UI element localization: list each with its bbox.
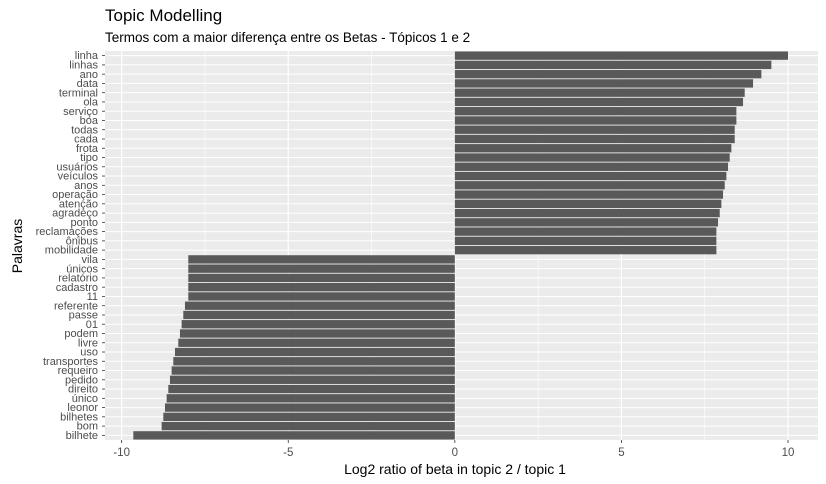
bar <box>454 116 737 125</box>
y-tick-label: bom <box>77 421 98 433</box>
bar <box>454 199 722 208</box>
y-tick-label: 01 <box>86 319 98 331</box>
y-tick-label: pedido <box>65 374 98 386</box>
bar <box>184 301 455 310</box>
bar <box>454 236 717 246</box>
y-tick-label: atenção <box>59 198 98 210</box>
bar <box>454 227 717 236</box>
bar <box>454 245 717 255</box>
bar <box>454 181 725 190</box>
x-tick-label: -5 <box>283 447 293 459</box>
bar <box>188 264 455 273</box>
bar <box>166 394 455 403</box>
bar <box>454 51 789 60</box>
y-tick-label: ponto <box>70 217 98 229</box>
y-tick-label: terminal <box>59 87 98 99</box>
y-tick-label: mobilidade <box>45 245 98 257</box>
bar <box>454 190 724 199</box>
bar <box>168 384 455 394</box>
bar <box>454 97 744 107</box>
y-tick-label: livre <box>78 337 98 349</box>
bar <box>171 366 455 375</box>
x-tick-label: 0 <box>452 447 458 459</box>
y-tick-label: direito <box>68 384 98 396</box>
y-tick-label: únicos <box>66 263 98 275</box>
bar <box>454 88 745 97</box>
x-tick-label: 5 <box>618 447 624 459</box>
y-tick-label: tipo <box>80 152 98 164</box>
x-tick-label: -10 <box>113 447 130 459</box>
bar <box>454 134 735 144</box>
x-axis-label: Log2 ratio of beta in topic 2 / topic 1 <box>344 461 566 477</box>
bar <box>188 292 455 301</box>
x-tick-labels: -10 -5 0 5 10 <box>113 440 794 459</box>
bar <box>454 144 732 153</box>
y-tick-labels: linhalinhasanodataterminalolaserviçoboat… <box>36 50 105 442</box>
y-tick-label: bilhetes <box>60 411 98 423</box>
bars <box>133 51 789 440</box>
bar <box>163 412 455 422</box>
bar <box>188 283 455 292</box>
bar <box>178 338 455 347</box>
bar <box>454 69 762 79</box>
bar <box>454 60 772 70</box>
y-tick-label: 11 <box>87 291 98 303</box>
bar <box>179 329 455 338</box>
bar <box>173 357 455 366</box>
y-tick-label: podem <box>64 328 98 340</box>
y-tick-label: relatório <box>58 273 98 285</box>
bar <box>454 153 730 162</box>
y-tick-label: cada <box>74 134 99 146</box>
y-tick-label: usuários <box>56 161 98 173</box>
bar <box>454 218 719 227</box>
y-tick-label: agradeço <box>52 208 98 220</box>
y-tick-label: transportes <box>43 356 99 368</box>
bar <box>454 107 737 116</box>
chart-subtitle: Termos com a maior diferença entre os Be… <box>105 30 471 45</box>
bar <box>188 255 455 264</box>
y-tick-label: data <box>77 78 99 90</box>
bar <box>454 125 735 134</box>
bar <box>174 347 455 357</box>
y-tick-label: passe <box>69 310 98 322</box>
y-tick-label: veículos <box>58 171 99 183</box>
y-tick-label: vila <box>81 254 98 266</box>
bar <box>454 171 727 181</box>
y-tick-label: ola <box>83 97 99 109</box>
bar <box>161 421 455 431</box>
bar <box>183 310 455 320</box>
bar <box>454 79 754 88</box>
y-tick-label: único <box>72 393 98 405</box>
bar <box>169 375 455 384</box>
y-tick-label: boa <box>80 115 99 127</box>
bar <box>454 208 720 218</box>
y-tick-label: leonor <box>67 402 98 414</box>
y-tick-label: ano <box>80 69 98 81</box>
chart-title: Topic Modelling <box>105 6 223 25</box>
y-tick-label: serviço <box>63 106 98 118</box>
bar <box>164 403 455 412</box>
y-tick-label: referente <box>54 300 98 312</box>
bar <box>133 431 455 440</box>
y-axis-label: Palavras <box>9 218 25 274</box>
y-tick-label: frota <box>76 143 99 155</box>
y-tick-label: uso <box>80 347 98 359</box>
y-tick-label: linha <box>75 50 99 62</box>
y-tick-label: linhas <box>69 59 98 71</box>
y-tick-label: anos <box>74 180 98 192</box>
bar <box>188 273 455 283</box>
bar <box>181 320 455 329</box>
y-tick-label: reclamações <box>36 226 99 238</box>
y-tick-label: ônibus <box>66 235 99 247</box>
plot-panel <box>105 51 818 440</box>
x-tick-label: 10 <box>782 447 795 459</box>
y-tick-label: todas <box>71 124 98 136</box>
y-tick-label: operação <box>52 189 98 201</box>
bar <box>454 162 729 171</box>
y-tick-label: bilhete <box>66 430 98 442</box>
y-tick-label: requeiro <box>58 365 98 377</box>
y-tick-label: cadastro <box>56 282 98 294</box>
